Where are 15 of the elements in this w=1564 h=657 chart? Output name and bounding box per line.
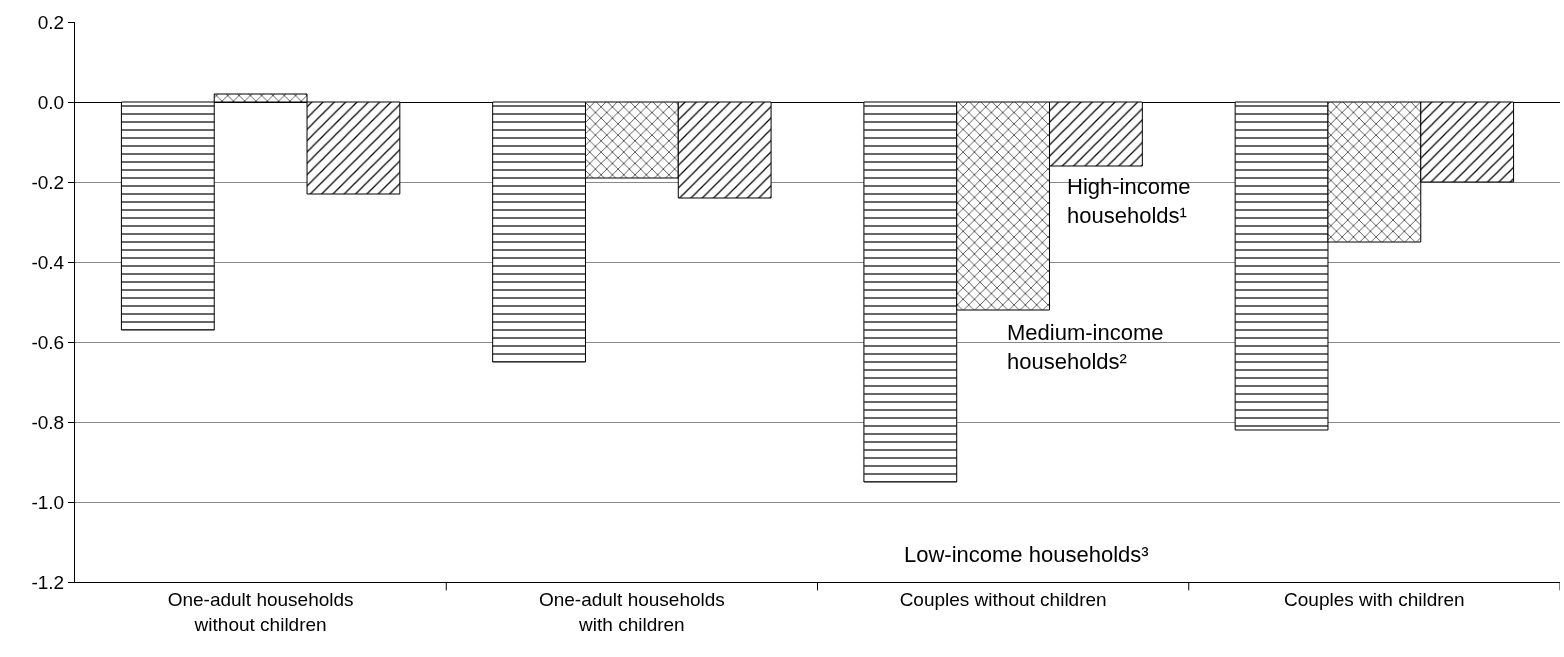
y-tick-label: -1.2 [31, 571, 65, 593]
y-tick-label: -1.0 [31, 491, 65, 513]
y-tick-label: -0.4 [31, 251, 65, 273]
series-label: High-income households¹ [1067, 174, 1191, 228]
y-tick-label: 0.0 [37, 91, 65, 113]
text: Low-income households³ [904, 542, 1149, 567]
y-tick-label: 0.2 [37, 11, 65, 33]
y-tick-label: -0.2 [31, 171, 65, 193]
y-tick-label: -0.8 [31, 411, 65, 433]
x-tick-label: One-adult households with children [538, 588, 725, 635]
y-tick-label: -0.6 [31, 331, 65, 353]
x-tick-label: One-adult households without children [167, 588, 354, 635]
x-tick-label: Couples without children [899, 588, 1107, 610]
series-label: Medium-income households² [1007, 320, 1164, 374]
x-tick-label: Couples with children [1284, 588, 1465, 610]
